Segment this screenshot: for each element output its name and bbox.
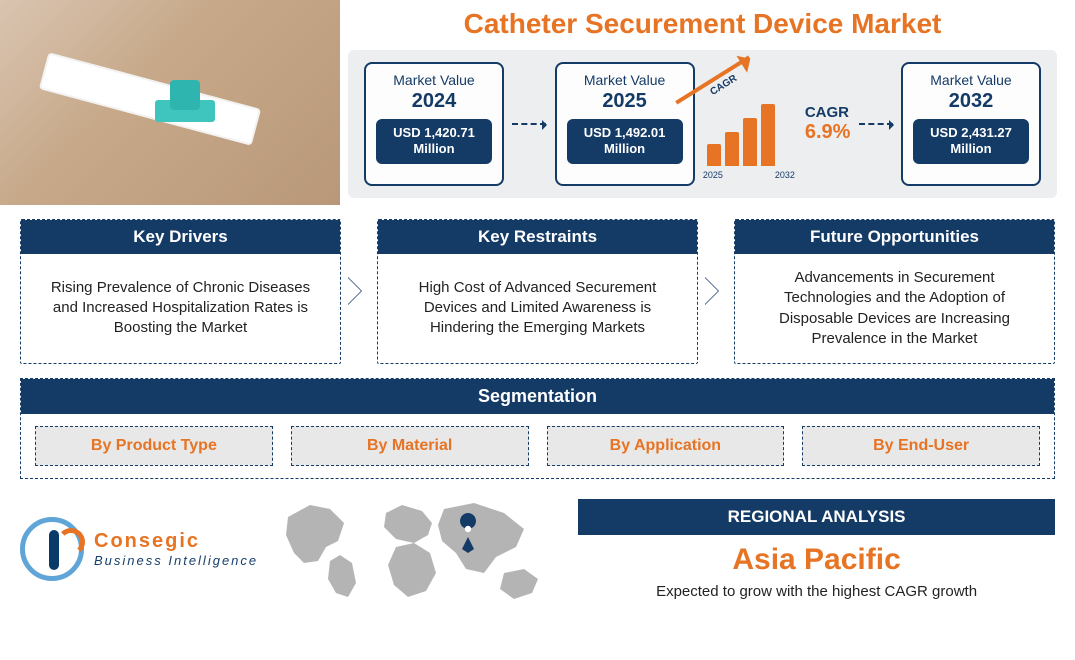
mv-year: 2025 xyxy=(602,90,647,113)
mv-value: USD 1,420.71 Million xyxy=(376,119,492,164)
market-value-2024: Market Value 2024 USD 1,420.71 Million xyxy=(364,62,504,186)
market-value-panel: Market Value 2024 USD 1,420.71 Million M… xyxy=(348,50,1057,198)
card-text: High Cost of Advanced Securement Devices… xyxy=(378,254,697,362)
cagr-from: 2025 xyxy=(703,170,723,180)
segmentation-section: Segmentation By Product Type By Material… xyxy=(0,364,1075,479)
cagr-label: CAGR xyxy=(805,104,851,121)
key-restraints-card: Key Restraints High Cost of Advanced Sec… xyxy=(377,219,698,364)
card-title: Key Drivers xyxy=(21,220,340,254)
logo-mark-icon xyxy=(20,517,84,581)
world-map-icon xyxy=(268,489,568,609)
mv-label: Market Value xyxy=(393,72,474,88)
key-drivers-card: Key Drivers Rising Prevalence of Chronic… xyxy=(20,219,341,364)
card-text: Advancements in Securement Technologies … xyxy=(735,254,1054,363)
market-value-2032: Market Value 2032 USD 2,431.27 Million xyxy=(901,62,1041,186)
logo-line1: Consegic xyxy=(94,530,258,553)
seg-item: By Material xyxy=(291,426,529,466)
cagr-block: 2025 2032 CAGR CAGR 6.9% xyxy=(703,76,851,172)
future-opportunities-card: Future Opportunities Advancements in Sec… xyxy=(734,219,1055,364)
mv-year: 2032 xyxy=(949,90,994,113)
factors-row: Key Drivers Rising Prevalence of Chronic… xyxy=(0,205,1075,364)
infographic-root: Catheter Securement Device Market Market… xyxy=(0,0,1075,660)
seg-item: By End-User xyxy=(802,426,1040,466)
top-right-panel: Catheter Securement Device Market Market… xyxy=(340,0,1075,205)
card-title: Key Restraints xyxy=(378,220,697,254)
bottom-row: Consegic Business Intelligence xyxy=(0,479,1075,609)
mv-label: Market Value xyxy=(930,72,1011,88)
brand-logo: Consegic Business Intelligence xyxy=(20,517,258,581)
regional-title: REGIONAL ANALYSIS xyxy=(578,499,1055,535)
regional-analysis: REGIONAL ANALYSIS Asia Pacific Expected … xyxy=(578,499,1055,600)
cagr-bar-chart-icon: 2025 2032 CAGR xyxy=(703,76,795,172)
segmentation-row: By Product Type By Material By Applicati… xyxy=(21,414,1054,478)
cagr-text: CAGR 6.9% xyxy=(805,104,851,144)
mv-value: USD 1,492.01 Million xyxy=(567,119,683,164)
arrow-icon xyxy=(512,123,546,125)
regional-note: Expected to grow with the highest CAGR g… xyxy=(578,583,1055,600)
arrow-icon xyxy=(859,123,893,125)
card-title: Future Opportunities xyxy=(735,220,1054,254)
cagr-to: 2032 xyxy=(775,170,795,180)
page-title: Catheter Securement Device Market xyxy=(348,8,1057,40)
segmentation-title: Segmentation xyxy=(21,379,1054,414)
hero-photo xyxy=(0,0,340,205)
seg-item: By Product Type xyxy=(35,426,273,466)
regional-region: Asia Pacific xyxy=(578,543,1055,577)
card-text: Rising Prevalence of Chronic Diseases an… xyxy=(21,254,340,362)
mv-year: 2024 xyxy=(412,90,457,113)
logo-line2: Business Intelligence xyxy=(94,553,258,568)
market-value-2025: Market Value 2025 USD 1,492.01 Million xyxy=(555,62,695,186)
top-row: Catheter Securement Device Market Market… xyxy=(0,0,1075,205)
cagr-value: 6.9% xyxy=(805,121,851,144)
mv-label: Market Value xyxy=(584,72,665,88)
mv-value: USD 2,431.27 Million xyxy=(913,119,1029,164)
seg-item: By Application xyxy=(547,426,785,466)
